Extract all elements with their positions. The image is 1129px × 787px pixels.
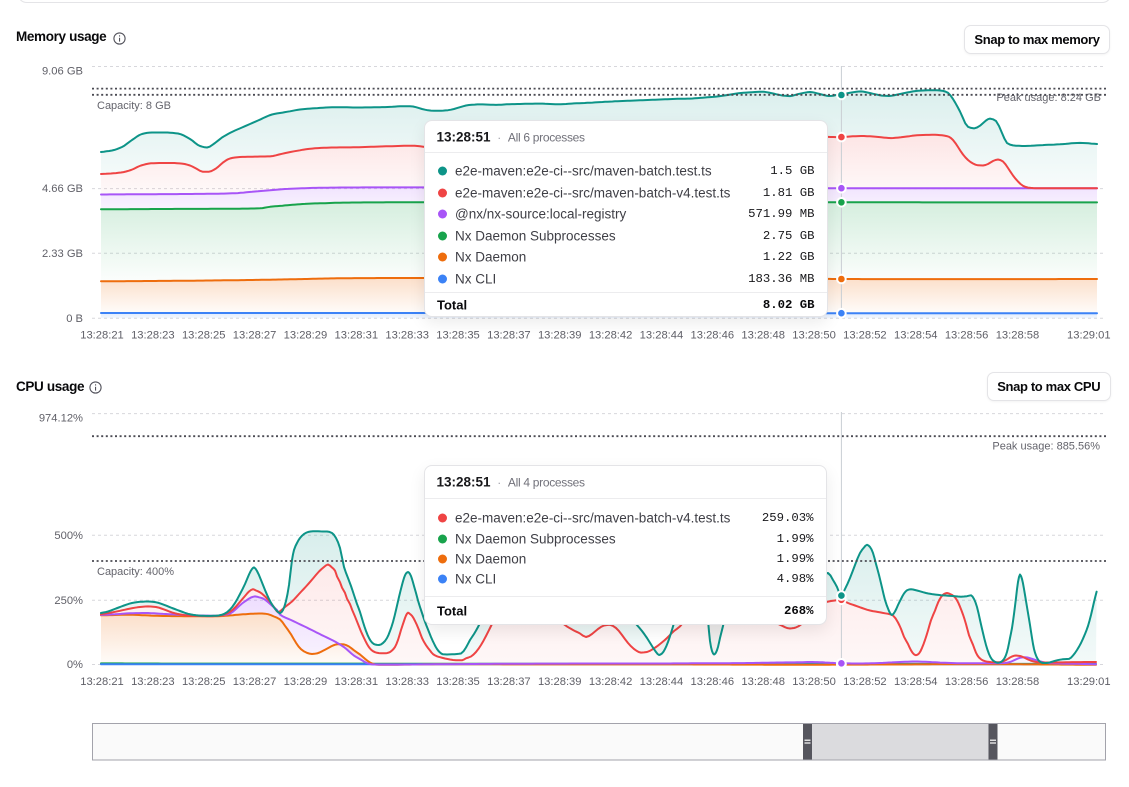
svg-text:13:28:52: 13:28:52	[843, 676, 887, 688]
svg-text:9.06 GB: 9.06 GB	[42, 65, 83, 77]
svg-text:0 B: 0 B	[66, 313, 83, 325]
svg-text:13:28:27: 13:28:27	[233, 330, 277, 342]
svg-text:500%: 500%	[54, 530, 83, 542]
svg-text:13:28:44: 13:28:44	[640, 676, 684, 688]
svg-text:13:28:29: 13:28:29	[284, 330, 328, 342]
svg-text:13:28:21: 13:28:21	[80, 330, 124, 342]
svg-text:13:28:39: 13:28:39	[538, 676, 582, 688]
svg-text:13:28:33: 13:28:33	[385, 330, 429, 342]
svg-text:974.12%: 974.12%	[39, 413, 83, 425]
svg-text:13:28:52: 13:28:52	[843, 330, 887, 342]
svg-text:250%: 250%	[54, 595, 83, 607]
svg-text:13:28:48: 13:28:48	[741, 676, 785, 688]
svg-text:13:28:54: 13:28:54	[894, 330, 938, 342]
svg-text:0%: 0%	[67, 659, 83, 671]
svg-text:13:28:29: 13:28:29	[284, 676, 328, 688]
svg-text:13:28:42: 13:28:42	[589, 676, 633, 688]
svg-text:13:28:56: 13:28:56	[945, 676, 989, 688]
svg-text:Capacity: 8 GB: Capacity: 8 GB	[97, 100, 171, 112]
svg-text:Peak usage: 8.24 GB: Peak usage: 8.24 GB	[996, 92, 1101, 104]
svg-text:Capacity: 400%: Capacity: 400%	[97, 566, 174, 578]
svg-text:13:29:01: 13:29:01	[1067, 676, 1111, 688]
svg-text:13:28:44: 13:28:44	[640, 330, 684, 342]
svg-text:13:28:39: 13:28:39	[538, 330, 582, 342]
svg-text:13:28:31: 13:28:31	[335, 330, 379, 342]
svg-text:13:28:37: 13:28:37	[487, 330, 531, 342]
svg-text:13:28:46: 13:28:46	[691, 676, 735, 688]
svg-text:13:28:48: 13:28:48	[741, 330, 785, 342]
svg-text:13:28:50: 13:28:50	[792, 330, 836, 342]
svg-text:13:28:35: 13:28:35	[436, 330, 480, 342]
svg-text:13:28:35: 13:28:35	[436, 676, 480, 688]
svg-text:13:28:31: 13:28:31	[335, 676, 379, 688]
svg-text:13:28:46: 13:28:46	[691, 330, 735, 342]
svg-text:13:28:37: 13:28:37	[487, 676, 531, 688]
svg-text:13:28:33: 13:28:33	[385, 676, 429, 688]
svg-text:13:28:23: 13:28:23	[131, 676, 175, 688]
svg-text:2.33 GB: 2.33 GB	[42, 248, 83, 260]
svg-text:Peak usage: 885.56%: Peak usage: 885.56%	[992, 441, 1100, 453]
svg-text:13:28:27: 13:28:27	[233, 676, 277, 688]
svg-text:13:29:01: 13:29:01	[1067, 330, 1111, 342]
svg-text:13:28:50: 13:28:50	[792, 676, 836, 688]
svg-text:13:28:58: 13:28:58	[996, 676, 1040, 688]
svg-text:13:28:21: 13:28:21	[80, 676, 124, 688]
svg-text:13:28:42: 13:28:42	[589, 330, 633, 342]
svg-text:13:28:23: 13:28:23	[131, 330, 175, 342]
svg-text:13:28:25: 13:28:25	[182, 676, 226, 688]
svg-text:13:28:56: 13:28:56	[945, 330, 989, 342]
svg-text:13:28:25: 13:28:25	[182, 330, 226, 342]
svg-text:13:28:54: 13:28:54	[894, 676, 938, 688]
svg-text:4.66 GB: 4.66 GB	[42, 183, 83, 195]
svg-text:13:28:58: 13:28:58	[996, 330, 1040, 342]
